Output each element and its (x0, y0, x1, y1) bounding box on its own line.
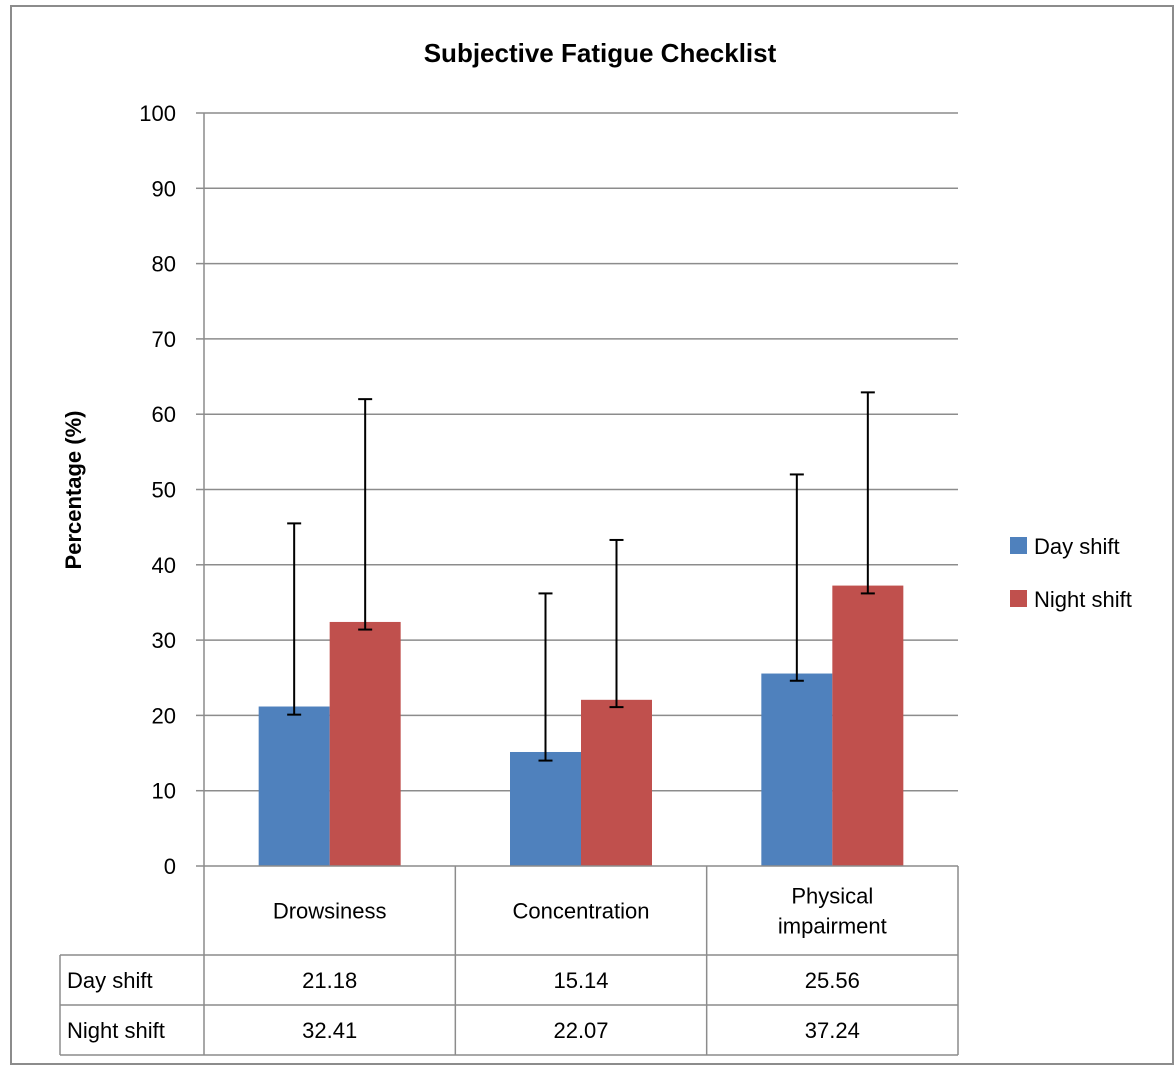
table-row-header: Night shift (67, 1018, 165, 1043)
y-tick-label: 40 (152, 553, 176, 578)
legend-label: Night shift (1034, 587, 1132, 612)
data-table: Drowsiness Concentration Physical impairmen… (59, 866, 959, 1056)
bar (258, 706, 330, 866)
table-cell: 32.41 (302, 1018, 357, 1043)
y-tick-label: 20 (152, 703, 176, 728)
bar (581, 699, 652, 866)
y-tick-label: 80 (152, 252, 176, 277)
bar (761, 673, 833, 866)
y-tick-label: 10 (152, 779, 176, 804)
axes: 0 10 20 30 40 50 60 70 80 90 100 (139, 101, 958, 879)
y-tick-label: 50 (152, 478, 176, 503)
bar (329, 621, 401, 866)
bar (832, 585, 904, 866)
legend-label: Day shift (1034, 534, 1120, 559)
legend-swatch (1010, 590, 1027, 607)
table-cell: 15.14 (553, 968, 608, 993)
y-tick-label: 0 (164, 854, 176, 879)
y-tick-label: 60 (152, 402, 176, 427)
table-cell: 22.07 (553, 1018, 608, 1043)
y-tick-label: 70 (152, 327, 176, 352)
table-cell: 21.18 (302, 968, 357, 993)
legend: Day shift Night shift (1010, 534, 1132, 612)
category-label: Concentration (513, 899, 650, 924)
category-label: impairment (778, 914, 887, 939)
error-bars (287, 391, 875, 762)
category-label: Drowsiness (273, 899, 387, 924)
bars (258, 585, 904, 866)
y-tick-label: 90 (152, 176, 176, 201)
category-label: Physical (791, 884, 873, 909)
table-cell: 37.24 (805, 1018, 860, 1043)
table-cell: 25.56 (805, 968, 860, 993)
y-tick-label: 100 (139, 101, 176, 126)
y-tick-label: 30 (152, 628, 176, 653)
legend-swatch (1010, 537, 1027, 554)
table-row-header: Day shift (67, 968, 153, 993)
bar (510, 751, 581, 866)
y-axis-label: Percentage (%) (61, 411, 86, 570)
chart-title: Subjective Fatigue Checklist (424, 38, 777, 68)
